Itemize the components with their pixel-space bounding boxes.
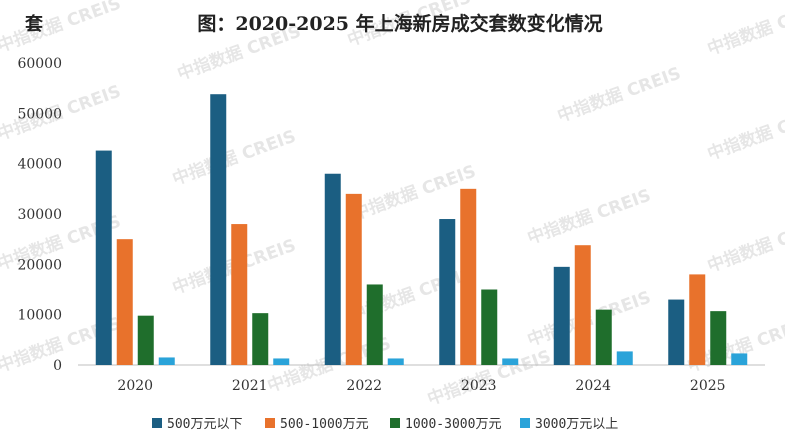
bar-2022-series-1: [324, 173, 341, 365]
y-tick-label: 40000: [17, 157, 62, 173]
y-tick-label: 60000: [17, 56, 62, 72]
legend-item-2: 500-1000万元: [265, 417, 369, 432]
legend-swatch: [265, 418, 275, 428]
chart-title: 图：2020-2025 年上海新房成交套数变化情况: [197, 12, 602, 35]
watermark: 中指数据 CREIS: [350, 161, 479, 225]
legend-label: 1000-3000万元: [405, 417, 501, 432]
bar-2020-series-3: [137, 315, 154, 365]
bar-series: [95, 94, 748, 365]
x-tick-label: 2024: [575, 378, 611, 394]
bar-2024-series-4: [616, 351, 633, 365]
y-tick-label: 10000: [17, 308, 62, 324]
bar-2025-series-2: [689, 274, 706, 365]
legend-label: 3000万元以上: [535, 417, 618, 432]
bar-2023-series-3: [481, 289, 498, 365]
chart-legend: 500万元以下 500-1000万元 1000-3000万元 3000万元以上: [152, 417, 618, 432]
watermark: 中指数据 CREIS: [525, 185, 654, 249]
bar-2025-series-1: [668, 299, 685, 365]
y-tick-label: 50000: [17, 106, 62, 122]
legend-item-3: 1000-3000万元: [390, 417, 501, 432]
bar-2024-series-2: [574, 245, 591, 365]
legend-label: 500-1000万元: [280, 417, 369, 432]
x-tick-label: 2022: [346, 378, 382, 394]
x-tick-label: 2021: [232, 378, 268, 394]
bar-2024-series-3: [595, 309, 612, 365]
y-axis-unit-label: 套: [25, 13, 43, 35]
legend-swatch: [390, 418, 400, 428]
bar-2023-series-2: [460, 188, 477, 365]
bar-2021-series-2: [231, 224, 248, 365]
watermark: 中指数据 CREIS: [170, 126, 299, 190]
x-tick-label: 2025: [690, 378, 726, 394]
watermark: 中指数据 CREIS: [0, 0, 124, 57]
y-tick-label: 30000: [17, 207, 62, 223]
y-tick-label: 0: [53, 358, 62, 374]
bar-2021-series-4: [273, 358, 290, 365]
legend-item-1: 500万元以下: [152, 417, 242, 432]
bar-2020-series-2: [116, 239, 133, 365]
bar-2021-series-1: [210, 94, 227, 365]
bar-2025-series-4: [731, 353, 748, 365]
bar-2022-series-3: [366, 284, 383, 365]
bar-2020-series-4: [158, 357, 175, 365]
legend-item-4: 3000万元以上: [520, 417, 618, 432]
bar-2022-series-2: [345, 193, 362, 365]
bar-2023-series-4: [502, 358, 519, 365]
bar-2023-series-1: [439, 219, 456, 365]
legend-label: 500万元以下: [167, 417, 242, 432]
bar-2021-series-3: [252, 313, 269, 365]
bar-2020-series-1: [95, 150, 112, 365]
watermark: 中指数据 CREIS: [705, 101, 785, 165]
bar-2025-series-3: [710, 311, 727, 365]
watermark: 中指数据 CREIS: [705, 0, 785, 60]
bar-2022-series-4: [387, 358, 404, 365]
legend-swatch: [520, 418, 530, 428]
x-tick-label: 2023: [461, 378, 497, 394]
x-axis-ticks: 2020 2021 2022 2023 2024 2025: [117, 378, 725, 394]
bar-2024-series-1: [553, 266, 570, 365]
x-tick-label: 2020: [117, 378, 153, 394]
watermark: 中指数据 CREIS: [705, 213, 785, 277]
watermark: 中指数据 CREIS: [555, 63, 684, 127]
y-tick-label: 20000: [17, 257, 62, 273]
watermark: 中指数据 CREIS: [347, 263, 476, 327]
y-axis-ticks: 0 10000 20000 30000 40000 50000 60000: [17, 56, 62, 374]
legend-swatch: [152, 418, 162, 428]
